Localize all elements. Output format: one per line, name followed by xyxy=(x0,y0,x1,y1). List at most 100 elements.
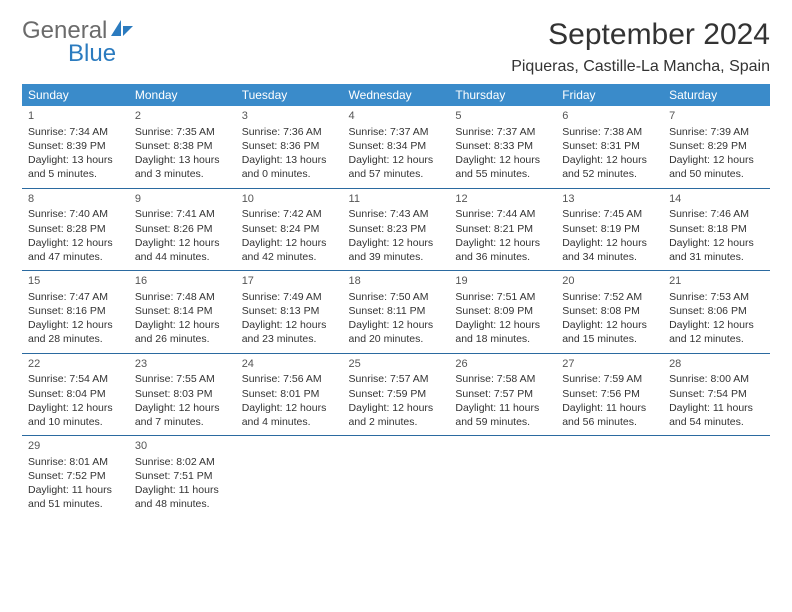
daylight-line: Daylight: 12 hours and 34 minutes. xyxy=(562,236,657,264)
sunset-line: Sunset: 8:29 PM xyxy=(669,139,764,153)
sunset-line: Sunset: 8:21 PM xyxy=(455,222,550,236)
day-number: 11 xyxy=(349,192,444,207)
day-number: 21 xyxy=(669,274,764,289)
daylight-line: Daylight: 13 hours and 0 minutes. xyxy=(242,153,337,181)
calendar-day-cell: 5Sunrise: 7:37 AMSunset: 8:33 PMDaylight… xyxy=(449,106,556,188)
sunrise-line: Sunrise: 8:00 AM xyxy=(669,372,764,386)
daylight-line: Daylight: 12 hours and 2 minutes. xyxy=(349,401,444,429)
sunset-line: Sunset: 8:06 PM xyxy=(669,304,764,318)
sunset-line: Sunset: 8:01 PM xyxy=(242,387,337,401)
daylight-line: Daylight: 12 hours and 47 minutes. xyxy=(28,236,123,264)
daylight-line: Daylight: 11 hours and 59 minutes. xyxy=(455,401,550,429)
day-number: 24 xyxy=(242,357,337,372)
daylight-line: Daylight: 12 hours and 28 minutes. xyxy=(28,318,123,346)
sunset-line: Sunset: 8:19 PM xyxy=(562,222,657,236)
daylight-line: Daylight: 11 hours and 56 minutes. xyxy=(562,401,657,429)
sunset-line: Sunset: 7:54 PM xyxy=(669,387,764,401)
sunrise-line: Sunrise: 7:35 AM xyxy=(135,125,230,139)
sunrise-line: Sunrise: 7:48 AM xyxy=(135,290,230,304)
weekday-header: Thursday xyxy=(449,84,556,106)
calendar-day-cell: 14Sunrise: 7:46 AMSunset: 8:18 PMDayligh… xyxy=(663,188,770,271)
calendar-day-cell: 23Sunrise: 7:55 AMSunset: 8:03 PMDayligh… xyxy=(129,353,236,436)
calendar-day-cell: 24Sunrise: 7:56 AMSunset: 8:01 PMDayligh… xyxy=(236,353,343,436)
sunrise-line: Sunrise: 7:59 AM xyxy=(562,372,657,386)
calendar-day-cell: 1Sunrise: 7:34 AMSunset: 8:39 PMDaylight… xyxy=(22,106,129,188)
day-number: 15 xyxy=(28,274,123,289)
day-number: 7 xyxy=(669,109,764,124)
day-number: 3 xyxy=(242,109,337,124)
calendar-day-cell: 12Sunrise: 7:44 AMSunset: 8:21 PMDayligh… xyxy=(449,188,556,271)
sunrise-line: Sunrise: 7:44 AM xyxy=(455,207,550,221)
calendar-day-cell: 25Sunrise: 7:57 AMSunset: 7:59 PMDayligh… xyxy=(343,353,450,436)
daylight-line: Daylight: 12 hours and 15 minutes. xyxy=(562,318,657,346)
sunset-line: Sunset: 8:24 PM xyxy=(242,222,337,236)
day-number: 18 xyxy=(349,274,444,289)
sunset-line: Sunset: 8:38 PM xyxy=(135,139,230,153)
calendar-empty-cell xyxy=(343,436,450,518)
calendar-day-cell: 10Sunrise: 7:42 AMSunset: 8:24 PMDayligh… xyxy=(236,188,343,271)
sunset-line: Sunset: 7:52 PM xyxy=(28,469,123,483)
sunset-line: Sunset: 8:23 PM xyxy=(349,222,444,236)
sunrise-line: Sunrise: 7:43 AM xyxy=(349,207,444,221)
sunrise-line: Sunrise: 7:51 AM xyxy=(455,290,550,304)
sunrise-line: Sunrise: 7:58 AM xyxy=(455,372,550,386)
calendar-day-cell: 19Sunrise: 7:51 AMSunset: 8:09 PMDayligh… xyxy=(449,271,556,354)
sunset-line: Sunset: 8:04 PM xyxy=(28,387,123,401)
sunset-line: Sunset: 8:28 PM xyxy=(28,222,123,236)
daylight-line: Daylight: 13 hours and 5 minutes. xyxy=(28,153,123,181)
daylight-line: Daylight: 12 hours and 42 minutes. xyxy=(242,236,337,264)
calendar-week-row: 22Sunrise: 7:54 AMSunset: 8:04 PMDayligh… xyxy=(22,353,770,436)
day-number: 13 xyxy=(562,192,657,207)
daylight-line: Daylight: 12 hours and 23 minutes. xyxy=(242,318,337,346)
sunset-line: Sunset: 8:34 PM xyxy=(349,139,444,153)
sunset-line: Sunset: 8:11 PM xyxy=(349,304,444,318)
calendar-week-row: 29Sunrise: 8:01 AMSunset: 7:52 PMDayligh… xyxy=(22,436,770,518)
sunrise-line: Sunrise: 7:54 AM xyxy=(28,372,123,386)
calendar-table: SundayMondayTuesdayWednesdayThursdayFrid… xyxy=(22,84,770,518)
location-text: Piqueras, Castille-La Mancha, Spain xyxy=(511,58,770,76)
day-number: 23 xyxy=(135,357,230,372)
daylight-line: Daylight: 12 hours and 12 minutes. xyxy=(669,318,764,346)
sunrise-line: Sunrise: 7:40 AM xyxy=(28,207,123,221)
day-number: 27 xyxy=(562,357,657,372)
sunrise-line: Sunrise: 7:38 AM xyxy=(562,125,657,139)
calendar-day-cell: 4Sunrise: 7:37 AMSunset: 8:34 PMDaylight… xyxy=(343,106,450,188)
calendar-day-cell: 22Sunrise: 7:54 AMSunset: 8:04 PMDayligh… xyxy=(22,353,129,436)
day-number: 9 xyxy=(135,192,230,207)
day-number: 26 xyxy=(455,357,550,372)
daylight-line: Daylight: 12 hours and 55 minutes. xyxy=(455,153,550,181)
daylight-line: Daylight: 12 hours and 57 minutes. xyxy=(349,153,444,181)
calendar-day-cell: 20Sunrise: 7:52 AMSunset: 8:08 PMDayligh… xyxy=(556,271,663,354)
sunset-line: Sunset: 8:14 PM xyxy=(135,304,230,318)
calendar-day-cell: 13Sunrise: 7:45 AMSunset: 8:19 PMDayligh… xyxy=(556,188,663,271)
calendar-day-cell: 16Sunrise: 7:48 AMSunset: 8:14 PMDayligh… xyxy=(129,271,236,354)
sunset-line: Sunset: 8:36 PM xyxy=(242,139,337,153)
calendar-day-cell: 3Sunrise: 7:36 AMSunset: 8:36 PMDaylight… xyxy=(236,106,343,188)
calendar-empty-cell xyxy=(449,436,556,518)
sunrise-line: Sunrise: 7:37 AM xyxy=(349,125,444,139)
day-number: 1 xyxy=(28,109,123,124)
calendar-empty-cell xyxy=(236,436,343,518)
calendar-day-cell: 21Sunrise: 7:53 AMSunset: 8:06 PMDayligh… xyxy=(663,271,770,354)
sunset-line: Sunset: 8:03 PM xyxy=(135,387,230,401)
day-number: 22 xyxy=(28,357,123,372)
sunrise-line: Sunrise: 7:56 AM xyxy=(242,372,337,386)
sunrise-line: Sunrise: 7:37 AM xyxy=(455,125,550,139)
sunset-line: Sunset: 8:09 PM xyxy=(455,304,550,318)
sunrise-line: Sunrise: 7:49 AM xyxy=(242,290,337,304)
calendar-day-cell: 30Sunrise: 8:02 AMSunset: 7:51 PMDayligh… xyxy=(129,436,236,518)
weekday-header: Monday xyxy=(129,84,236,106)
calendar-day-cell: 28Sunrise: 8:00 AMSunset: 7:54 PMDayligh… xyxy=(663,353,770,436)
calendar-day-cell: 18Sunrise: 7:50 AMSunset: 8:11 PMDayligh… xyxy=(343,271,450,354)
daylight-line: Daylight: 12 hours and 10 minutes. xyxy=(28,401,123,429)
calendar-day-cell: 11Sunrise: 7:43 AMSunset: 8:23 PMDayligh… xyxy=(343,188,450,271)
sunrise-line: Sunrise: 7:42 AM xyxy=(242,207,337,221)
calendar-week-row: 15Sunrise: 7:47 AMSunset: 8:16 PMDayligh… xyxy=(22,271,770,354)
daylight-line: Daylight: 12 hours and 50 minutes. xyxy=(669,153,764,181)
sunset-line: Sunset: 7:59 PM xyxy=(349,387,444,401)
calendar-day-cell: 29Sunrise: 8:01 AMSunset: 7:52 PMDayligh… xyxy=(22,436,129,518)
brand-part2: Blue xyxy=(22,43,135,66)
sunset-line: Sunset: 7:56 PM xyxy=(562,387,657,401)
day-number: 25 xyxy=(349,357,444,372)
sunset-line: Sunset: 8:33 PM xyxy=(455,139,550,153)
